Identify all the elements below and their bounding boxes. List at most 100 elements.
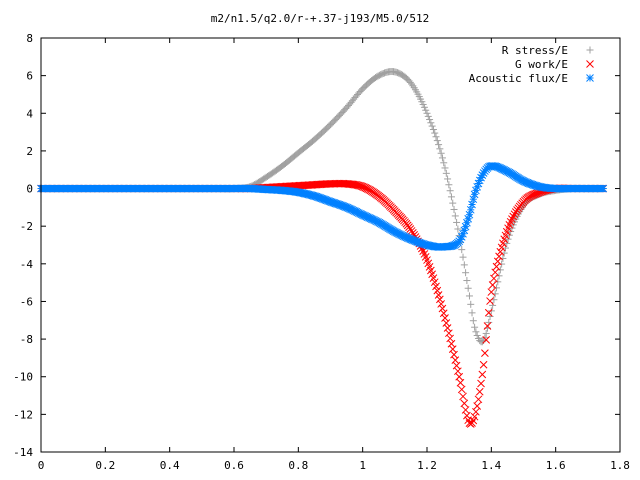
data-point [505, 231, 513, 239]
data-point [470, 412, 479, 421]
x-tick-label: 1 [359, 459, 366, 472]
y-tick-label: 2 [26, 145, 33, 158]
data-point [445, 181, 453, 189]
data-point [429, 126, 437, 134]
data-point [432, 282, 440, 291]
data-point [439, 309, 448, 318]
data-point [468, 419, 476, 427]
chart-title: m2/n1.5/q2.0/r-+.37-j193/M5.0/512 [211, 12, 430, 25]
legend-label: Acoustic flux/E [469, 72, 568, 85]
data-point [451, 212, 459, 220]
data-point [459, 253, 467, 261]
x-tick-label: 1.2 [417, 459, 437, 472]
y-tick-label: -6 [20, 295, 33, 308]
legend-marker [586, 74, 594, 82]
x-tick-label: 0.8 [288, 459, 308, 472]
data-point [432, 133, 440, 141]
y-tick-label: 4 [26, 107, 33, 120]
data-point [433, 286, 442, 295]
data-point [473, 182, 482, 191]
data-point [453, 218, 461, 226]
y-tick-label: -14 [13, 446, 33, 459]
data-point [492, 262, 501, 271]
data-point [437, 149, 445, 157]
data-point [474, 395, 483, 404]
data-point [442, 319, 451, 327]
data-point [446, 187, 454, 195]
legend-label: R stress/E [502, 44, 568, 57]
series-0 [37, 68, 607, 346]
y-tick-label: -12 [13, 408, 33, 421]
plot-area [37, 68, 608, 428]
data-point [469, 195, 478, 204]
data-point [488, 281, 497, 289]
data-point [459, 392, 467, 401]
data-point [509, 212, 518, 221]
data-point [463, 411, 471, 420]
series-1 [37, 179, 608, 428]
data-point [437, 300, 446, 308]
data-point [448, 345, 457, 354]
data-point [430, 278, 439, 287]
data-point [360, 183, 368, 192]
data-point [484, 308, 493, 317]
data-point [460, 261, 468, 269]
data-point [464, 284, 472, 292]
data-point [446, 334, 455, 343]
data-point [443, 324, 452, 332]
data-point [507, 228, 515, 236]
data-point [495, 252, 503, 261]
data-point [440, 159, 448, 167]
data-point [473, 332, 481, 340]
data-point [472, 328, 480, 336]
y-tick-label: -4 [20, 258, 34, 271]
data-point [503, 239, 511, 247]
data-point [496, 247, 505, 256]
data-point [483, 322, 492, 330]
data-point [423, 109, 431, 117]
data-point [431, 129, 439, 137]
data-point [436, 145, 444, 153]
y-tick-label: -10 [13, 371, 33, 384]
data-point [424, 112, 432, 120]
x-tick-label: 1.6 [546, 459, 566, 472]
data-point [419, 100, 427, 108]
legend-marker [586, 60, 594, 68]
data-point [468, 200, 476, 209]
data-point [447, 339, 456, 348]
data-point [472, 407, 480, 416]
data-point [455, 372, 464, 381]
data-point [465, 292, 473, 300]
data-point [478, 370, 487, 379]
data-point [481, 349, 489, 357]
data-point [477, 379, 485, 388]
data-point [358, 182, 367, 191]
y-tick-label: 0 [26, 183, 33, 196]
data-point [469, 317, 477, 325]
data-point [490, 274, 498, 283]
data-point [468, 309, 476, 317]
data-point [454, 225, 462, 233]
data-point [420, 103, 428, 111]
data-point [481, 334, 489, 342]
data-point [482, 336, 491, 344]
data-point [466, 205, 475, 214]
data-point [428, 122, 436, 130]
data-point [357, 182, 366, 191]
legend-marker [586, 46, 594, 54]
series-2 [37, 162, 608, 251]
data-point [444, 175, 452, 183]
data-point [461, 406, 470, 414]
data-point [449, 199, 457, 207]
y-tick-label: -2 [20, 220, 33, 233]
legend-label: G work/E [515, 58, 568, 71]
data-point [479, 360, 488, 369]
data-point [467, 300, 475, 308]
x-tick-label: 0.4 [160, 459, 180, 472]
data-point [482, 329, 490, 337]
data-point [438, 154, 446, 162]
data-point [486, 297, 494, 305]
